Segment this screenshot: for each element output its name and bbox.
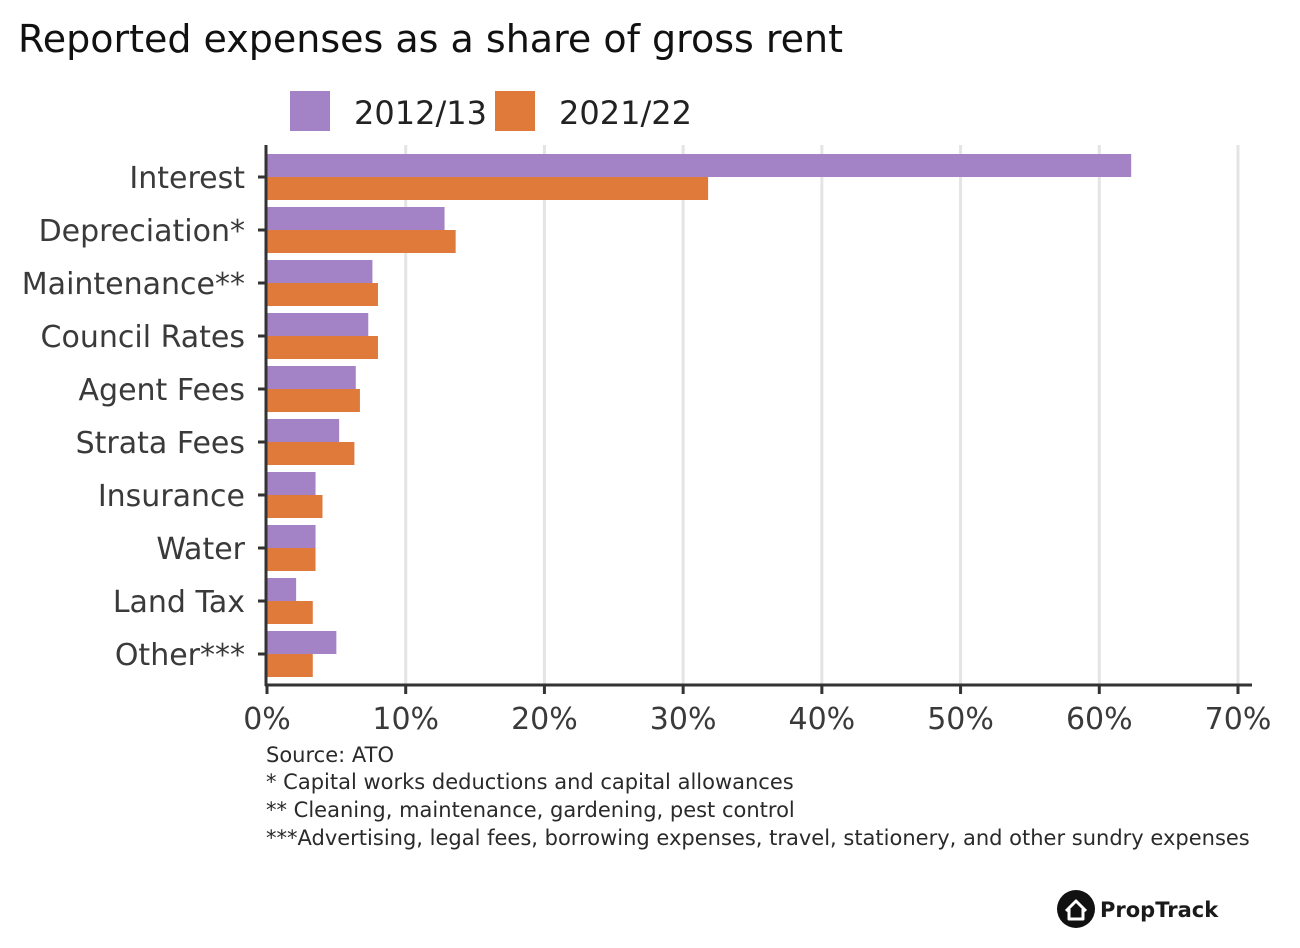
legend-label-2021-22: 2021/22	[559, 94, 692, 132]
bar-2012-13	[267, 366, 356, 389]
category-label: Interest	[129, 161, 245, 196]
x-tick-label: 40%	[789, 702, 856, 737]
bar-2021-22	[267, 283, 378, 306]
brand-name: PropTrack	[1100, 898, 1219, 922]
x-tick-label: 30%	[650, 702, 717, 737]
bar-2012-13	[267, 419, 340, 442]
x-tick-label: 20%	[511, 702, 578, 737]
bar-2012-13	[267, 472, 316, 495]
house-icon-glyph	[1064, 899, 1088, 921]
axes: Interest Depreciation* Maintenance** Counci…	[22, 145, 1272, 737]
bar-2021-22	[267, 442, 355, 465]
footnote-other: ***Advertising, legal fees, borrowing ex…	[266, 826, 1250, 850]
legend-swatch-2021-22	[495, 91, 535, 131]
chart-title: Reported expenses as a share of gross re…	[18, 17, 843, 61]
bars	[267, 154, 1132, 677]
house-icon	[1057, 890, 1095, 928]
x-tick-label: 10%	[372, 702, 439, 737]
x-tick-label: 70%	[1205, 702, 1272, 737]
bar-2012-13	[267, 313, 369, 336]
bar-2012-13	[267, 631, 337, 654]
category-label: Strata Fees	[76, 426, 245, 461]
bar-2012-13	[267, 578, 297, 601]
bar-2012-13	[267, 207, 445, 230]
bar-2012-13	[267, 154, 1132, 177]
footnotes: Source: ATO * Capital works deductions a…	[266, 743, 1250, 850]
category-label: Council Rates	[41, 320, 245, 355]
bar-2021-22	[267, 177, 709, 200]
bar-2021-22	[267, 230, 456, 253]
bar-2012-13	[267, 260, 373, 283]
x-tick-label: 60%	[1066, 702, 1133, 737]
category-label: Agent Fees	[79, 373, 246, 408]
bar-2021-22	[267, 548, 316, 571]
category-label: Land Tax	[113, 585, 245, 620]
bar-2021-22	[267, 336, 378, 359]
x-tick-label: 0%	[243, 702, 291, 737]
category-label: Maintenance**	[22, 267, 245, 302]
bar-2021-22	[267, 389, 360, 412]
category-label: Water	[156, 532, 245, 567]
legend-label-2012-13: 2012/13	[354, 94, 487, 132]
footnote-maintenance: ** Cleaning, maintenance, gardening, pes…	[266, 798, 795, 822]
bar-2021-22	[267, 495, 323, 518]
footnote-depreciation: * Capital works deductions and capital a…	[266, 770, 794, 794]
x-tick-label: 50%	[927, 702, 994, 737]
bar-2021-22	[267, 654, 313, 677]
legend: 2012/13 2021/22	[290, 91, 692, 132]
bar-2012-13	[267, 525, 316, 548]
bar-2021-22	[267, 601, 313, 624]
gridlines	[404, 145, 1240, 685]
proptrack-logo: PropTrack	[1057, 890, 1219, 928]
legend-swatch-2012-13	[290, 91, 330, 131]
category-label: Insurance	[98, 479, 245, 514]
source-note: Source: ATO	[266, 743, 394, 767]
category-label: Other***	[115, 638, 245, 673]
category-label: Depreciation*	[39, 214, 245, 249]
